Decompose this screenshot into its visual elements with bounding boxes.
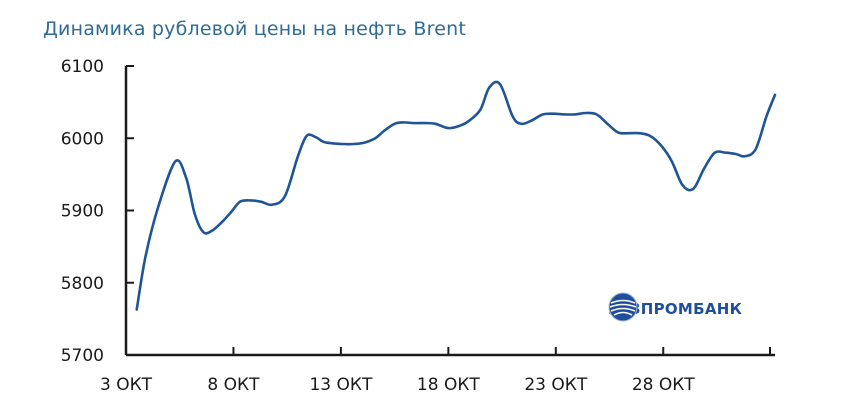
y-tick-label: 6000: [61, 129, 104, 149]
chart-title: Динамика рублевой цены на нефть Brent: [43, 18, 467, 40]
y-axis-ticks: 5700 5800 5900 6000 6100: [61, 57, 134, 366]
x-axis-ticks: 3 ОКТ 8 ОКТ 13 ОКТ 18 ОКТ 23 ОКТ 28 ОКТ: [100, 347, 771, 395]
y-tick-label: 5800: [61, 274, 104, 294]
series-line: [135, 80, 777, 311]
series-group: [135, 80, 777, 311]
y-tick-label: 6100: [61, 57, 104, 77]
gazprombank-logo: ГАЗПРОМБАНК: [608, 292, 742, 326]
y-tick-label: 5700: [61, 346, 104, 366]
gazprombank-logo-text: ГАЗПРОМБАНК: [608, 300, 743, 318]
x-tick-label: 3 ОКТ: [100, 375, 153, 395]
x-tick-label: 18 ОКТ: [417, 375, 480, 395]
x-tick-label: 23 ОКТ: [524, 375, 587, 395]
x-tick-label: 13 ОКТ: [309, 375, 372, 395]
x-tick-label: 28 ОКТ: [632, 375, 695, 395]
x-tick-label: 8 ОКТ: [207, 375, 260, 395]
y-tick-label: 5900: [61, 202, 104, 222]
gazprombank-globe-icon: [608, 292, 638, 322]
